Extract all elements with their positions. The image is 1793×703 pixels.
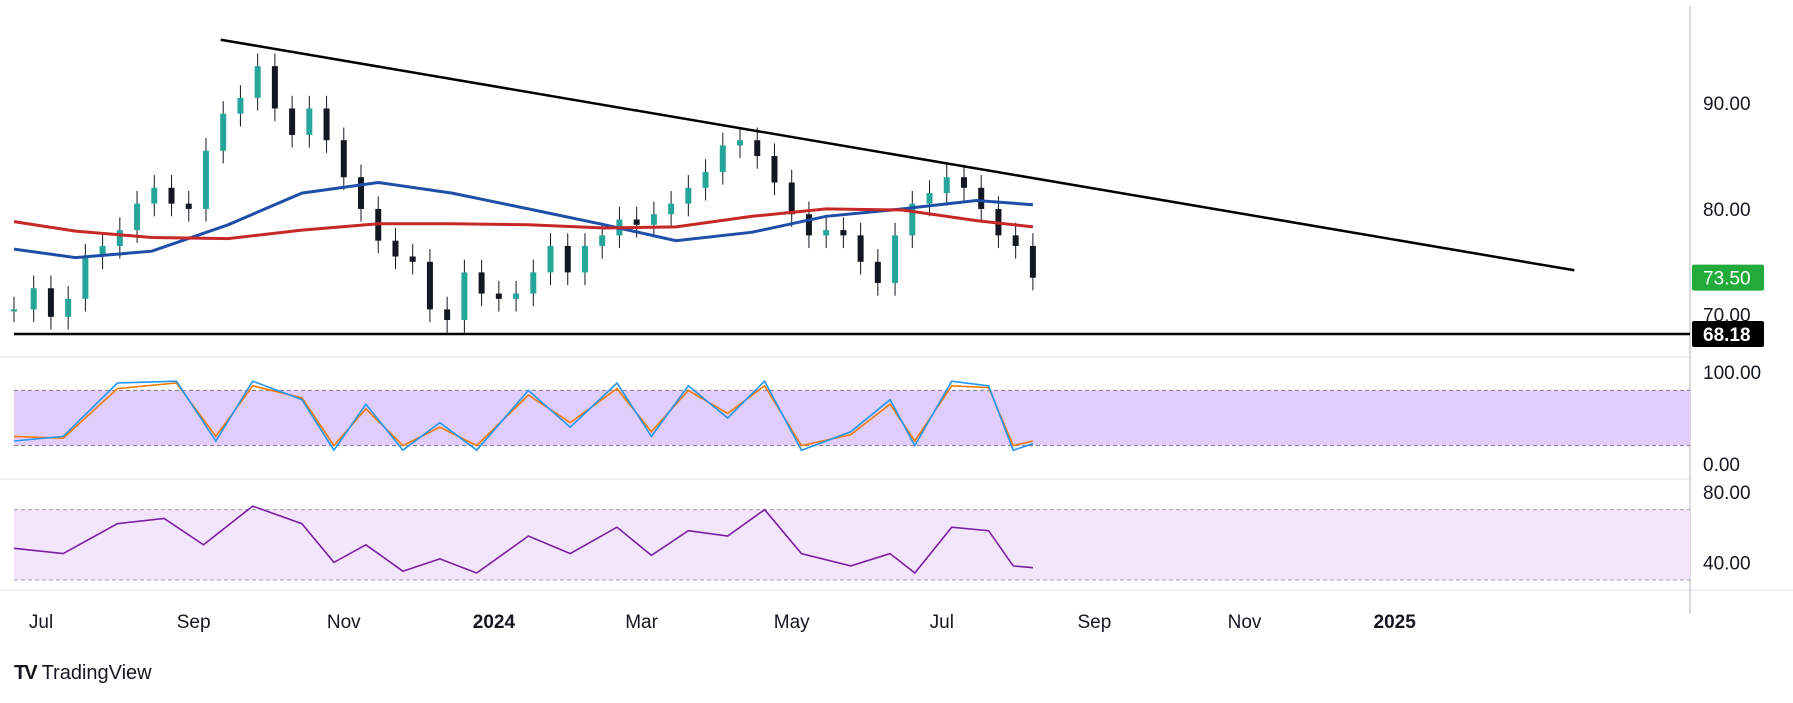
candle-body: [650, 214, 657, 225]
stochastic-band: [14, 390, 1690, 446]
candle-body: [581, 245, 588, 273]
time-tick-label: Sep: [177, 612, 211, 633]
candle-body: [978, 187, 985, 209]
candle-body: [823, 230, 830, 236]
candle-body: [99, 245, 106, 257]
candle-body: [409, 256, 416, 262]
moving-average-red-line: [13, 207, 1034, 241]
price-tick-label: 80.00: [1703, 200, 1751, 221]
rsi-line: [13, 505, 1033, 575]
candle-body: [340, 140, 347, 178]
time-tick-label: Nov: [327, 612, 361, 633]
candle-body: [1029, 245, 1036, 278]
time-tick-label: Mar: [625, 612, 658, 633]
time-tick-label: 2024: [473, 612, 516, 633]
price-pane[interactable]: [11, 38, 1690, 336]
candle-body: [633, 219, 640, 225]
candle-body: [306, 108, 313, 135]
time-tick-label: Sep: [1078, 612, 1112, 633]
time-tick-label: May: [774, 612, 810, 633]
candle-body: [151, 187, 158, 204]
candle-body: [82, 256, 89, 299]
candle-body: [547, 245, 554, 273]
stochastic-tick-label: 0.00: [1703, 455, 1740, 476]
stochastic-pane[interactable]: [13, 379, 1690, 452]
candle-body: [323, 108, 330, 141]
tradingview-logo-text: TradingView: [41, 662, 152, 684]
candle-body: [943, 177, 950, 194]
time-tick-label: Jul: [930, 612, 954, 633]
candle-body: [926, 193, 933, 204]
current-price-badge: [1692, 264, 1764, 291]
candle-body: [495, 293, 502, 299]
candle-body: [685, 187, 692, 204]
candle-body: [11, 309, 17, 312]
axes: 90.0080.0070.00100.000.0080.0040.0073.50…: [29, 94, 1764, 633]
candle-body: [702, 171, 709, 188]
tradingview-logo-icon: TV: [14, 662, 38, 684]
candle-body: [134, 203, 141, 231]
candle-body: [599, 235, 606, 246]
current-price-label: 73.50: [1703, 269, 1751, 290]
candle-body: [805, 214, 812, 236]
candle-body: [909, 203, 916, 236]
candle-body: [426, 261, 433, 310]
candle-body: [289, 108, 296, 135]
candle-body: [874, 261, 881, 283]
candle-body: [392, 240, 399, 257]
candle-body: [892, 235, 899, 283]
time-tick-label: 2025: [1374, 612, 1417, 633]
candle-body: [840, 230, 847, 236]
support-price-badge: [1692, 320, 1764, 347]
candle-body: [530, 272, 537, 294]
time-tick-label: Nov: [1228, 612, 1262, 633]
candle-body: [771, 156, 778, 183]
price-tick-label: 90.00: [1703, 94, 1751, 115]
candle-body: [185, 203, 192, 209]
candle-body: [1012, 235, 1019, 246]
moving-average-blue-line: [13, 180, 1034, 260]
tradingview-logo[interactable]: TV TradingView: [14, 662, 152, 685]
candle-body: [47, 288, 54, 317]
rsi-tick-label: 40.00: [1703, 553, 1751, 574]
candle-body: [65, 298, 72, 317]
candle-body: [237, 97, 244, 114]
candle-body: [358, 177, 365, 209]
rsi-tick-label: 80.00: [1703, 483, 1751, 504]
candle-body: [202, 150, 209, 209]
support-price-label: 68.18: [1703, 325, 1751, 346]
candle-body: [960, 177, 967, 188]
candle-body: [719, 145, 726, 172]
candle-body: [254, 66, 261, 98]
candle-body: [478, 272, 485, 294]
candle-body: [788, 182, 795, 215]
candle-body: [116, 230, 123, 246]
candle-body: [444, 309, 451, 320]
descending-trendline: [220, 38, 1575, 272]
candle-body: [30, 288, 37, 310]
candle-body: [271, 66, 278, 109]
candle-body: [564, 245, 571, 273]
candle-body: [220, 113, 227, 151]
candle-body: [668, 203, 675, 215]
stochastic-tick-label: 100.00: [1703, 363, 1761, 384]
candle-body: [737, 140, 744, 146]
rsi-band: [14, 509, 1690, 580]
rsi-pane[interactable]: [13, 505, 1690, 581]
candle-body: [513, 293, 520, 299]
candle-body: [461, 272, 468, 320]
time-tick-label: Jul: [29, 612, 53, 633]
candle-body: [857, 235, 864, 262]
stochastic-k-line: [13, 379, 1034, 452]
candle-body: [168, 187, 175, 204]
candle-body: [754, 140, 761, 157]
